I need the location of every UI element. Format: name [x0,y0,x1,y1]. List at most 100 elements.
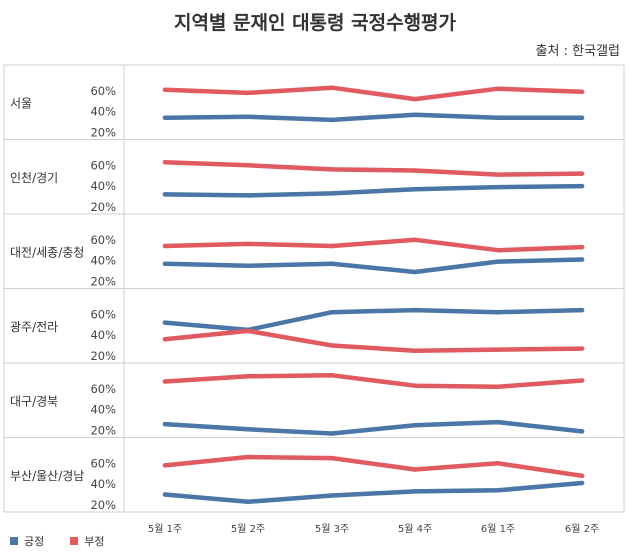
positive-data-point [245,193,251,198]
positive-series-line [162,112,585,123]
x-tick-label: 5월 3주 [315,523,349,535]
negative-data-point [495,347,501,352]
negative-data-point [245,90,251,96]
chart-title: 지역별 문재인 대통령 국정수행평가 [173,12,457,34]
legend-swatch-positive [10,537,18,545]
negative-data-point [245,328,251,334]
negative-data-point [579,244,585,250]
y-tick-label: 20% [90,274,116,288]
positive-data-point [162,421,168,427]
region-label: 인천/경기 [10,170,58,185]
negative-data-point [495,172,501,177]
positive-data-point [329,309,335,315]
positive-data-point [579,115,585,121]
y-tick-label: 40% [90,254,116,268]
y-tick-label: 20% [90,423,116,437]
negative-series-line [162,237,585,253]
negative-data-point [579,346,585,351]
negative-data-point [579,89,585,95]
x-tick-label: 5월 2주 [231,523,265,535]
region-label: 광주/전라 [10,320,58,334]
positive-data-point [329,191,335,196]
positive-data-point [579,183,585,189]
negative-data-point [329,167,335,172]
positive-series-line [162,419,585,436]
negative-data-point [412,96,418,102]
negative-data-point [162,379,168,384]
y-tick-label: 60% [90,307,116,321]
negative-data-point [245,374,251,379]
positive-data-point [245,263,251,269]
legend-label-positive: 긍정 [24,535,45,548]
negative-series-line [162,373,585,389]
y-tick-label: 40% [90,477,116,491]
positive-data-point [329,431,335,436]
y-tick-label: 20% [90,498,116,512]
positive-data-point [245,499,251,505]
negative-data-point [162,336,168,342]
negative-data-point [162,87,168,92]
y-tick-label: 60% [90,382,116,396]
negative-data-point [329,243,335,249]
positive-data-point [412,269,418,275]
negative-data-point [412,168,418,173]
positive-data-point [329,117,335,123]
region-label: 대구/경북 [10,394,58,408]
negative-data-point [329,85,335,90]
region-label: 대전/세종/충청 [10,245,84,259]
legend-swatch-negative [70,537,79,545]
positive-series-line [162,257,585,275]
negative-data-point [329,373,335,378]
y-tick-label: 20% [90,200,116,214]
negative-series-line [162,328,585,353]
positive-data-point [579,257,585,262]
positive-data-point [495,259,501,264]
positive-data-point [495,488,501,493]
y-tick-label: 40% [90,328,116,342]
negative-data-point [412,348,418,353]
y-tick-label: 40% [90,179,116,193]
x-tick-label: 6월 2주 [565,523,599,535]
legend-item-positive: 긍정 [10,533,44,549]
positive-data-point [162,192,168,197]
y-tick-label: 60% [90,233,116,247]
x-tick-label: 6월 1주 [481,523,515,535]
positive-data-point [495,309,501,315]
negative-data-point [579,378,585,383]
region-label: 부산/울산/경남 [10,469,84,483]
positive-data-point [412,489,418,494]
negative-data-point [245,241,251,247]
x-tick-label: 5월 1주 [148,523,182,535]
positive-data-point [579,307,585,313]
negative-series-line [162,159,585,177]
positive-data-point [329,493,335,498]
positive-data-point [162,492,168,497]
positive-series-line [162,480,585,505]
positive-data-point [162,261,168,266]
x-tick-label: 5월 4주 [398,523,432,535]
positive-data-point [162,320,168,325]
negative-data-point [162,463,168,468]
y-tick-label: 20% [90,349,116,363]
negative-data-point [162,159,168,165]
y-tick-label: 60% [90,456,116,470]
negative-data-point [495,461,501,466]
positive-data-point [579,480,585,486]
negative-data-point [329,455,335,461]
positive-data-point [245,114,251,120]
y-tick-label: 60% [90,158,116,172]
legend-label-negative: 부정 [84,535,105,548]
positive-data-point [495,115,501,121]
legend: 긍정 부정 [10,533,105,549]
negative-data-point [245,454,251,460]
legend-item-negative: 부정 [70,533,105,549]
positive-data-point [412,112,418,117]
positive-data-point [329,261,335,266]
positive-data-point [579,429,585,434]
negative-data-point [579,473,585,479]
negative-series-line [162,85,585,102]
positive-series-line [162,183,585,198]
negative-data-point [495,86,501,91]
negative-data-point [495,247,501,253]
y-tick-label: 40% [90,403,116,417]
